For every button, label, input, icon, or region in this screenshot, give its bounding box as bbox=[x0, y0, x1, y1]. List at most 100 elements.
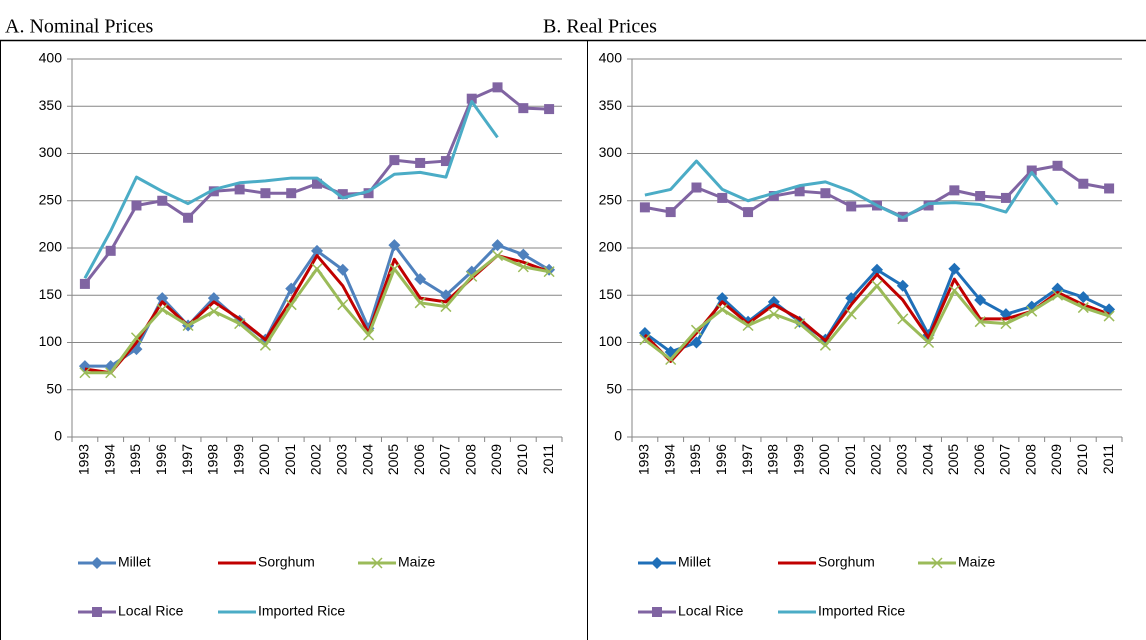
marker bbox=[440, 301, 452, 313]
x-tick-label: 2010 bbox=[514, 444, 530, 475]
marker bbox=[846, 201, 857, 212]
x-tick-label: 2005 bbox=[945, 444, 961, 475]
marker bbox=[794, 186, 805, 197]
marker bbox=[948, 262, 961, 275]
x-tick-label: 1999 bbox=[230, 444, 246, 475]
marker bbox=[91, 557, 103, 569]
marker bbox=[742, 319, 754, 332]
marker bbox=[389, 155, 400, 166]
x-tick-label: 1997 bbox=[179, 444, 195, 475]
x-tick-label: 2002 bbox=[308, 444, 324, 475]
marker bbox=[518, 103, 529, 114]
marker bbox=[311, 263, 323, 275]
y-tick-label: 50 bbox=[606, 380, 622, 396]
marker bbox=[1103, 310, 1115, 322]
marker bbox=[371, 557, 383, 569]
panel-border bbox=[587, 40, 1146, 640]
marker bbox=[156, 303, 168, 315]
x-tick-label: 2004 bbox=[919, 444, 935, 475]
series-line bbox=[84, 254, 550, 375]
x-tick-label: 2006 bbox=[971, 444, 987, 475]
marker bbox=[1077, 291, 1090, 304]
marker bbox=[466, 93, 477, 104]
marker bbox=[491, 250, 504, 262]
marker bbox=[690, 336, 703, 349]
x-tick-label: 1999 bbox=[790, 444, 806, 475]
marker bbox=[363, 188, 374, 199]
x-tick-label: 2003 bbox=[893, 444, 909, 475]
marker bbox=[743, 207, 754, 218]
marker bbox=[440, 156, 451, 167]
marker bbox=[665, 353, 677, 366]
y-tick-label: 350 bbox=[39, 97, 63, 113]
series-line bbox=[83, 100, 499, 279]
marker bbox=[716, 292, 729, 305]
marker bbox=[491, 239, 504, 252]
marker bbox=[517, 261, 529, 273]
marker bbox=[544, 104, 555, 115]
marker bbox=[388, 239, 401, 252]
y-tick-label: 150 bbox=[39, 286, 63, 302]
x-tick-label: 1993 bbox=[76, 444, 92, 475]
marker bbox=[1051, 289, 1064, 301]
x-tick-label: 1995 bbox=[127, 444, 143, 475]
panel-border bbox=[0, 40, 588, 640]
legend-label: Local Rice bbox=[118, 603, 184, 619]
x-tick-label: 1995 bbox=[687, 444, 703, 475]
marker bbox=[79, 367, 91, 379]
y-tick-label: 400 bbox=[599, 50, 623, 66]
x-tick-label: 1997 bbox=[739, 444, 755, 475]
x-tick-label: 2008 bbox=[1022, 444, 1038, 475]
legend-label: Imported Rice bbox=[258, 603, 345, 619]
marker bbox=[337, 189, 348, 200]
marker bbox=[819, 339, 831, 351]
x-tick-label: 2007 bbox=[997, 444, 1013, 475]
panel-title: B. Real Prices bbox=[543, 16, 657, 38]
marker bbox=[182, 319, 194, 332]
x-tick-label: 1993 bbox=[636, 444, 652, 475]
marker bbox=[691, 182, 702, 193]
marker bbox=[768, 308, 780, 320]
marker bbox=[312, 178, 322, 189]
marker bbox=[652, 607, 662, 617]
marker bbox=[1052, 160, 1063, 171]
marker bbox=[948, 284, 960, 297]
y-tick-label: 400 bbox=[39, 50, 63, 66]
series-line bbox=[84, 243, 550, 368]
x-tick-label: 2007 bbox=[437, 444, 453, 475]
x-tick-label: 2004 bbox=[359, 444, 375, 475]
marker bbox=[949, 185, 960, 196]
y-tick-label: 250 bbox=[39, 191, 63, 207]
marker bbox=[974, 316, 986, 328]
marker bbox=[931, 557, 943, 569]
x-tick-label: 2001 bbox=[842, 444, 858, 475]
legend-label: Millet bbox=[678, 554, 711, 570]
marker bbox=[79, 278, 90, 289]
legend-label: Local Rice bbox=[678, 603, 744, 619]
marker bbox=[285, 282, 298, 295]
panel-title: A. Nominal Prices bbox=[5, 16, 154, 38]
marker bbox=[363, 329, 375, 341]
marker bbox=[923, 200, 934, 211]
y-tick-label: 300 bbox=[39, 144, 63, 160]
marker bbox=[1026, 165, 1037, 176]
marker bbox=[665, 207, 676, 218]
y-tick-label: 0 bbox=[54, 428, 62, 444]
marker bbox=[414, 297, 426, 309]
marker bbox=[871, 280, 883, 292]
y-tick-label: 0 bbox=[614, 428, 622, 444]
marker bbox=[286, 188, 297, 199]
marker bbox=[183, 212, 194, 223]
marker bbox=[690, 324, 703, 336]
y-tick-label: 300 bbox=[599, 144, 623, 160]
legend-label: Sorghum bbox=[818, 554, 875, 570]
marker bbox=[156, 292, 169, 305]
marker bbox=[651, 557, 663, 569]
marker bbox=[234, 318, 246, 330]
marker bbox=[466, 270, 478, 282]
marker bbox=[975, 191, 986, 202]
marker bbox=[1000, 192, 1011, 203]
marker bbox=[105, 245, 116, 256]
marker bbox=[259, 339, 271, 351]
marker bbox=[414, 273, 427, 286]
